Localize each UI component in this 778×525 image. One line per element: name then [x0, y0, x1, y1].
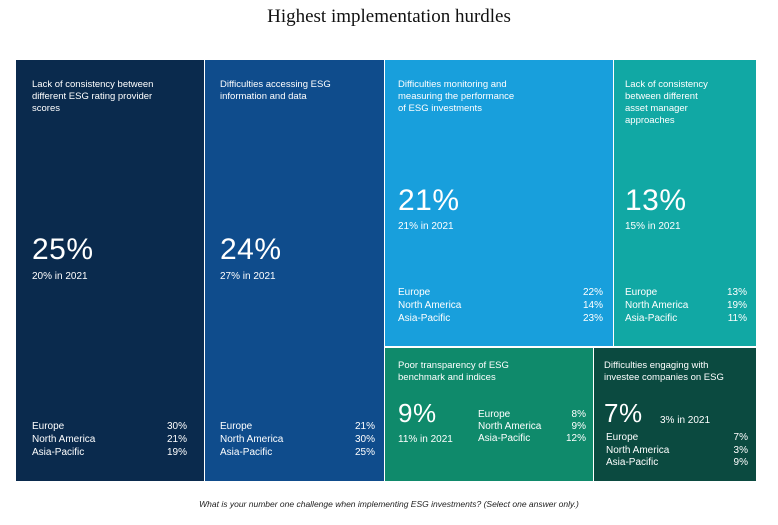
region-row-asia-pacific: Asia-Pacific 23%: [398, 312, 603, 325]
region-name: North America: [606, 444, 670, 456]
region-list: Europe 8% North America 9% Asia-Pacific 12%: [478, 409, 586, 445]
region-name: Europe: [478, 409, 511, 420]
region-name: Asia-Pacific: [398, 313, 451, 324]
region-list: Europe 22% North America 14% Asia-Pacific 2…: [398, 286, 603, 325]
tile-performance-monitoring: Difficulties monitoring and measuring th…: [385, 60, 613, 346]
region-value: 22%: [582, 287, 603, 298]
region-value: 12%: [565, 433, 586, 444]
region-value: 19%: [166, 447, 187, 458]
tile-value: 13%: [625, 184, 687, 217]
region-name: North America: [220, 434, 284, 445]
region-name: North America: [625, 300, 689, 311]
tile-value: 25%: [32, 233, 94, 266]
tile-label: Difficulties monitoring and measuring th…: [398, 79, 515, 114]
region-value: 7%: [733, 432, 748, 443]
region-value: 13%: [726, 287, 747, 298]
region-value: 30%: [354, 434, 375, 445]
tile-investee-engagement: Difficulties engaging with investee comp…: [594, 348, 756, 481]
tile-value: 24%: [220, 233, 282, 266]
tile-prior-year: 21% in 2021: [398, 221, 454, 232]
region-row-europe: Europe 13%: [625, 286, 747, 299]
tile-manager-consistency: Lack of consistency between different as…: [614, 60, 756, 346]
survey-question: What is your number one challenge when i…: [199, 499, 579, 509]
region-value: 21%: [354, 421, 375, 432]
region-row-north-america: North America 21%: [32, 433, 187, 446]
region-name: Asia-Pacific: [606, 457, 659, 468]
region-name: North America: [478, 421, 542, 432]
region-row-asia-pacific: Asia-Pacific 19%: [32, 446, 187, 459]
region-name: Asia-Pacific: [220, 447, 273, 458]
region-value: 23%: [582, 313, 603, 324]
region-row-europe: Europe 30%: [32, 420, 187, 433]
region-row-asia-pacific: Asia-Pacific 25%: [220, 446, 375, 459]
region-name: North America: [32, 434, 96, 445]
region-name: Europe: [32, 421, 65, 432]
tile-value: 21%: [398, 184, 460, 217]
region-name: Asia-Pacific: [32, 447, 85, 458]
region-value: 8%: [571, 409, 586, 420]
region-row-north-america: North America 30%: [220, 433, 375, 446]
region-list: Europe 7% North America 3% Asia-Pacific 9%: [606, 432, 748, 470]
tile-prior-year: 3% in 2021: [660, 415, 711, 426]
region-value: 21%: [166, 434, 187, 445]
region-list: Europe 13% North America 19% Asia-Pacific 1…: [625, 286, 747, 325]
region-value: 11%: [727, 313, 747, 324]
region-name: Europe: [398, 287, 431, 298]
tile-prior-year: 20% in 2021: [32, 271, 88, 282]
region-row-north-america: North America 19%: [625, 299, 747, 312]
region-name: North America: [398, 300, 462, 311]
region-name: Europe: [625, 287, 658, 298]
region-name: Asia-Pacific: [625, 313, 678, 324]
region-list: Europe 30% North America 21% Asia-Pacific 1…: [32, 420, 187, 459]
region-list: Europe 21% North America 30% Asia-Pacific 2…: [220, 420, 375, 459]
tile-label: Poor transparency of ESG benchmark and i…: [398, 360, 509, 383]
tile-prior-year: 11% in 2021: [398, 434, 453, 445]
chart-title: Highest implementation hurdles: [267, 6, 511, 27]
region-name: Asia-Pacific: [478, 433, 531, 444]
region-row-north-america: North America 14%: [398, 299, 603, 312]
tile-label: Difficulties accessing ESG information a…: [220, 79, 331, 102]
region-value: 3%: [733, 444, 748, 456]
region-name: Europe: [220, 421, 253, 432]
region-row-europe: Europe 7%: [606, 432, 748, 445]
region-row-north-america: North America 9%: [478, 421, 586, 433]
region-row-europe: Europe 8%: [478, 409, 586, 421]
region-value: 19%: [726, 300, 747, 311]
region-value: 14%: [582, 300, 603, 311]
tile-label: Lack of consistency between different ES…: [32, 79, 154, 114]
region-name: Europe: [606, 432, 639, 443]
tile-data-access: Difficulties accessing ESG information a…: [205, 60, 384, 481]
tile-benchmark-transparency: Poor transparency of ESG benchmark and i…: [385, 348, 593, 481]
region-row-asia-pacific: Asia-Pacific 11%: [625, 312, 747, 325]
tile-label: Difficulties engaging with investee comp…: [604, 360, 724, 383]
region-value: 9%: [571, 421, 586, 432]
tile-label: Lack of consistency between different as…: [625, 79, 708, 126]
tile-value: 9%: [398, 398, 437, 428]
tile-value: 7%: [604, 398, 643, 428]
region-row-europe: Europe 21%: [220, 420, 375, 433]
tile-rating-consistency: Lack of consistency between different ES…: [16, 60, 204, 481]
region-row-asia-pacific: Asia-Pacific 9%: [606, 457, 748, 470]
region-value: 25%: [354, 447, 375, 458]
tile-prior-year: 27% in 2021: [220, 271, 276, 282]
region-value: 30%: [166, 421, 187, 432]
tile-prior-year: 15% in 2021: [625, 221, 681, 232]
region-row-asia-pacific: Asia-Pacific 12%: [478, 433, 586, 445]
region-row-europe: Europe 22%: [398, 286, 603, 299]
region-value: 9%: [733, 457, 748, 468]
region-row-north-america: North America 3%: [606, 445, 748, 458]
